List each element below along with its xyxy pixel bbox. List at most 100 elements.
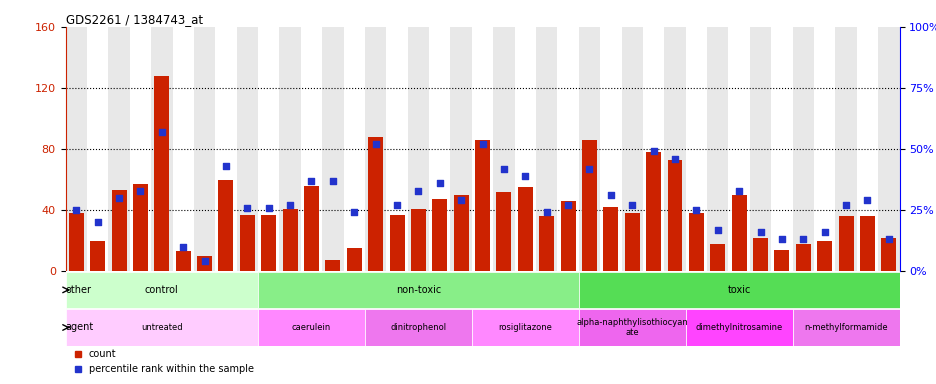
Bar: [496, 192, 511, 271]
Point: [688, 207, 703, 213]
Bar: [792, 27, 813, 271]
Point: [303, 178, 318, 184]
Text: agent: agent: [66, 323, 94, 333]
Bar: [877, 27, 899, 271]
Point: [111, 195, 126, 201]
Point: [881, 236, 896, 242]
Bar: [344, 27, 364, 271]
Bar: [792, 310, 899, 346]
Bar: [856, 27, 877, 271]
Bar: [581, 140, 596, 271]
Text: non-toxic: non-toxic: [395, 285, 441, 295]
Bar: [835, 27, 856, 271]
Text: alpha-naphthylisothiocyan
ate: alpha-naphthylisothiocyan ate: [576, 318, 687, 337]
Bar: [218, 180, 233, 271]
Bar: [727, 27, 749, 271]
Bar: [386, 27, 407, 271]
Bar: [257, 272, 578, 308]
Bar: [257, 27, 279, 271]
Bar: [600, 27, 621, 271]
Bar: [429, 27, 450, 271]
Bar: [450, 27, 472, 271]
Text: dinitrophenol: dinitrophenol: [390, 323, 446, 332]
Point: [538, 209, 553, 215]
Text: percentile rank within the sample: percentile rank within the sample: [89, 364, 254, 374]
Bar: [518, 187, 533, 271]
Point: [431, 180, 446, 186]
Bar: [407, 27, 429, 271]
Bar: [795, 243, 810, 271]
Bar: [492, 27, 514, 271]
Bar: [303, 185, 318, 271]
Point: [475, 141, 490, 147]
Point: [816, 229, 831, 235]
Point: [753, 229, 768, 235]
Bar: [364, 27, 386, 271]
Bar: [709, 243, 724, 271]
Point: [411, 187, 426, 194]
Bar: [859, 216, 874, 271]
Bar: [881, 238, 896, 271]
Point: [773, 236, 788, 242]
Point: [283, 202, 298, 208]
Point: [731, 187, 746, 194]
Bar: [770, 27, 792, 271]
Bar: [624, 213, 639, 271]
Text: other: other: [66, 285, 92, 295]
Point: [261, 205, 276, 211]
Bar: [560, 201, 575, 271]
Bar: [151, 27, 172, 271]
Point: [624, 202, 639, 208]
Bar: [90, 241, 105, 271]
Point: [90, 219, 105, 225]
Point: [581, 166, 596, 172]
Bar: [154, 76, 169, 271]
Bar: [816, 241, 831, 271]
Bar: [133, 184, 148, 271]
Point: [368, 141, 383, 147]
Point: [133, 187, 148, 194]
Bar: [109, 27, 129, 271]
Point: [68, 207, 83, 213]
Bar: [535, 27, 557, 271]
Text: caerulein: caerulein: [291, 323, 330, 332]
Text: toxic: toxic: [726, 285, 750, 295]
Bar: [261, 215, 276, 271]
Point: [646, 148, 661, 154]
Text: untreated: untreated: [140, 323, 183, 332]
Bar: [240, 215, 255, 271]
Bar: [431, 199, 446, 271]
Point: [603, 192, 618, 199]
Point: [795, 236, 810, 242]
Point: [325, 178, 340, 184]
Bar: [453, 195, 468, 271]
Bar: [300, 27, 322, 271]
Bar: [475, 140, 490, 271]
Bar: [87, 27, 109, 271]
Bar: [688, 213, 703, 271]
Bar: [664, 27, 685, 271]
Point: [666, 156, 681, 162]
Bar: [749, 27, 770, 271]
Point: [496, 166, 511, 172]
Bar: [194, 27, 215, 271]
Bar: [66, 310, 257, 346]
Point: [838, 202, 853, 208]
Bar: [346, 248, 361, 271]
Bar: [322, 27, 344, 271]
Text: count: count: [89, 349, 116, 359]
Bar: [685, 27, 707, 271]
Point: [859, 197, 874, 204]
Bar: [514, 27, 535, 271]
Bar: [578, 272, 899, 308]
Bar: [646, 152, 661, 271]
Bar: [838, 216, 853, 271]
Bar: [325, 260, 340, 271]
Bar: [368, 137, 383, 271]
Bar: [176, 251, 190, 271]
Bar: [197, 256, 212, 271]
Bar: [753, 238, 768, 271]
Bar: [578, 310, 685, 346]
Bar: [172, 27, 194, 271]
Point: [240, 205, 255, 211]
